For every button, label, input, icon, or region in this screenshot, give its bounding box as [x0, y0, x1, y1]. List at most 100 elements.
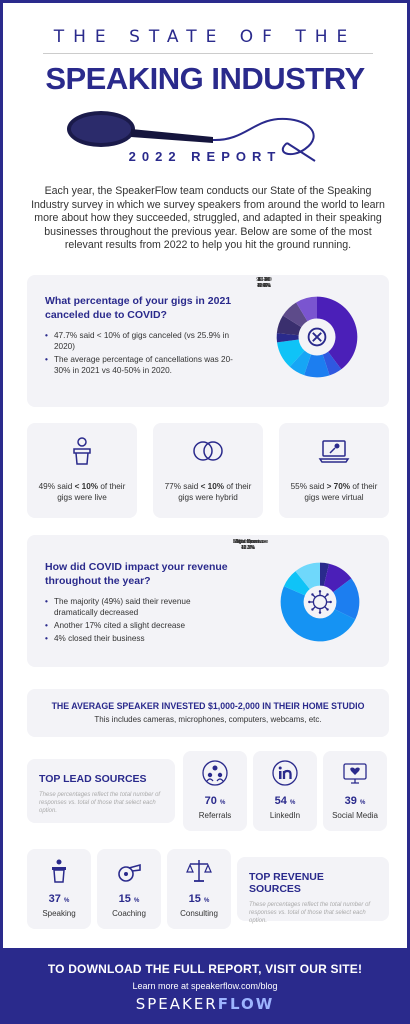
- donut-slice: [283, 571, 310, 596]
- donut-slice: [276, 333, 299, 343]
- footer-title: TO DOWNLOAD THE FULL REPORT, VISIT OUR S…: [47, 962, 363, 976]
- donut-label: Major Decrease 49.2%: [233, 539, 269, 551]
- donut-label-value: 7.7%: [242, 545, 254, 551]
- revenue-source-label: Coaching: [112, 909, 146, 918]
- revenue-source-value: 37 %: [48, 893, 70, 905]
- donut-label: 80-90 8.9%: [249, 277, 279, 289]
- laptop-microphone-icon: [318, 440, 350, 463]
- header-divider: [43, 53, 373, 54]
- donut-slice: [333, 578, 360, 620]
- intro-paragraph: Each year, the SpeakerFlow team conducts…: [31, 185, 385, 252]
- linkedin-icon: [272, 760, 298, 786]
- overlapping-circles-icon: [193, 441, 223, 461]
- donut-slice: [282, 302, 308, 328]
- home-studio-subtitle: This includes cameras, microphones, comp…: [94, 715, 322, 724]
- revenue-source-value: 15 %: [118, 893, 140, 905]
- podium-speaker-icon: [73, 437, 91, 465]
- donut-slice: [277, 339, 305, 367]
- lead-source-label: Referrals: [198, 811, 232, 820]
- donut-slice: [289, 350, 312, 376]
- podium-icon: [52, 859, 66, 883]
- bullet-item: 4% closed their business: [45, 633, 235, 644]
- donut-label-value: 11.0%: [241, 545, 255, 551]
- donut-label-value: 13.3%: [256, 283, 272, 289]
- donut-label-value: 8.9%: [258, 283, 270, 289]
- revenue-impact-bullets: The majority (49%) said their revenue dr…: [45, 596, 235, 644]
- lead-source-value: 70 %: [204, 795, 226, 807]
- donut-label-value: 47.7%: [256, 283, 272, 289]
- donut-slice: [323, 563, 352, 593]
- donut-slice: [304, 354, 330, 378]
- stat-card-virtual: 55% said > 70% of their gigs were virtua…: [279, 423, 389, 518]
- donut-slice: [317, 296, 358, 370]
- lead-sources-note: These percentages reflect the total numb…: [39, 792, 161, 815]
- revenue-source-label: Consulting: [180, 909, 218, 918]
- donut-slice: [320, 562, 330, 587]
- x-circle-icon: [307, 327, 327, 347]
- lead-source-value: 54 %: [274, 795, 296, 807]
- home-studio-card: THE AVERAGE SPEAKER INVESTED $1,000-2,00…: [27, 689, 389, 737]
- donut-label: Major Increase 10.7%: [233, 539, 267, 551]
- revenue-impact-donut-chart: [280, 562, 360, 642]
- bullet-item: Another 17% cited a slight decrease: [45, 620, 235, 631]
- cancellations-donut-labels: 0-10 47.7% 10-20 6.3% 20-30 12.3% 30-40 7.9% 40-…: [249, 277, 385, 405]
- footer-link[interactable]: Learn more at speakerflow.com/blog: [132, 981, 278, 991]
- donut-label: 30-40 7.9%: [249, 277, 279, 289]
- donut-label-value: 8.9%: [258, 283, 270, 289]
- bullet-item: The majority (49%) said their revenue dr…: [45, 596, 235, 618]
- donut-slice: [276, 315, 302, 336]
- stat-text-live: 49% said < 10% of their gigs were live: [38, 482, 126, 503]
- stat-card-live: 49% said < 10% of their gigs were live: [27, 423, 137, 518]
- donut-label-value: 4.4%: [258, 283, 270, 289]
- donut-label-value: 10.4%: [256, 283, 272, 289]
- donut-slice: [322, 351, 342, 376]
- people-network-icon: [202, 760, 228, 786]
- cancellations-bullets: 47.7% said < 10% of gigs canceled (vs 25…: [45, 330, 245, 376]
- revenue-impact-card: How did COVID impact your revenue throug…: [27, 535, 389, 667]
- stat-text-virtual: 55% said > 70% of their gigs were virtua…: [290, 482, 378, 503]
- revenue-source-label: Speaking: [42, 909, 76, 918]
- lead-source-social-media: 39 % Social Media: [323, 751, 387, 831]
- revenue-sources-title: TOP REVENUE SOURCES: [249, 871, 324, 895]
- cancellations-donut-chart: [276, 296, 358, 378]
- revenue-sources-header: TOP REVENUE SOURCES These percentages re…: [237, 857, 389, 924]
- lead-sources-header: TOP LEAD SOURCES These percentages refle…: [27, 759, 175, 823]
- cancellations-card: What percentage of your gigs in 2021 can…: [27, 275, 389, 407]
- donut-slice: [280, 586, 356, 642]
- lead-source-linkedin: 54 % LinkedIn: [253, 751, 317, 831]
- donut-label: Slight Decrease 17.5%: [233, 539, 269, 551]
- lead-source-referrals: 70 % Referrals: [183, 751, 247, 831]
- cancellations-question: What percentage of your gigs in 2021 can…: [45, 295, 232, 321]
- stat-text-hybrid: 77% said < 10% of their gigs were hybrid: [164, 482, 252, 503]
- donut-label-value: 17.5%: [240, 545, 256, 551]
- scales-icon: [186, 860, 212, 882]
- revenue-impact-donut-labels: Shut Down 3.7% No Impact 11.0% Slight Decrea…: [233, 539, 389, 665]
- social-media-icon: [343, 763, 367, 784]
- donut-label: 20-30 12.3%: [249, 277, 279, 289]
- donut-label: No Impact 11.0%: [233, 539, 263, 551]
- header-pretitle: THE STATE OF THE: [53, 27, 357, 47]
- donut-label: Slight Increase 7.7%: [233, 539, 267, 551]
- virus-icon: [308, 590, 332, 614]
- whistle-icon: [118, 863, 141, 882]
- revenue-source-coaching: 15 % Coaching: [97, 849, 161, 929]
- donut-label: Shut Down 3.7%: [233, 539, 263, 551]
- donut-label-value: 10.7%: [240, 545, 256, 551]
- header-year: 2022 REPORT: [128, 149, 282, 164]
- lead-source-label: Social Media: [332, 811, 378, 820]
- donut-label: 40-50 13.3%: [249, 277, 279, 289]
- donut-slice: [295, 562, 320, 590]
- bullet-item: 47.7% said < 10% of gigs canceled (vs 25…: [45, 330, 245, 352]
- footer-banner: TO DOWNLOAD THE FULL REPORT, VISIT OUR S…: [0, 948, 410, 1024]
- revenue-source-speaking: 37 % Speaking: [27, 849, 91, 929]
- donut-label-value: 6.3%: [258, 283, 270, 289]
- bullet-item: The average percentage of cancellations …: [45, 354, 245, 376]
- donut-label-value: 7.9%: [258, 283, 270, 289]
- revenue-source-consulting: 15 % Consulting: [167, 849, 231, 929]
- lead-sources-title: TOP LEAD SOURCES: [39, 773, 147, 785]
- donut-label: 90-100 10.4%: [249, 277, 279, 289]
- donut-label-value: 12.3%: [256, 283, 272, 289]
- speakerflow-logo[interactable]: SPEAKERFLOW: [135, 995, 275, 1013]
- donut-label: 70-80 8.9%: [249, 277, 279, 289]
